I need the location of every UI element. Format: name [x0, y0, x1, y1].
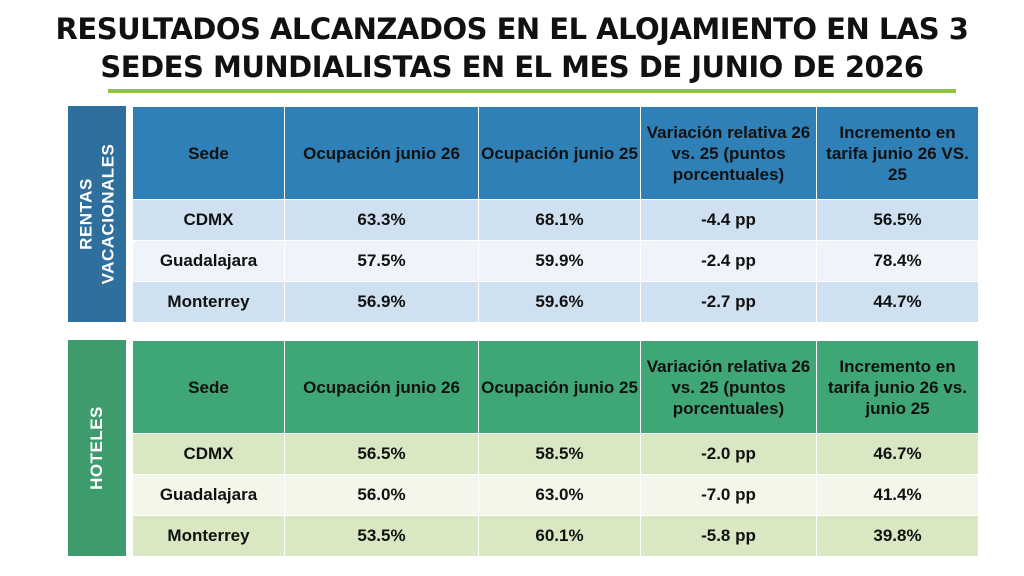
- rentas-header-sede: Sede: [132, 106, 285, 200]
- page-title: RESULTADOS ALCANZADOS EN EL ALOJAMIENTO …: [0, 10, 1024, 86]
- hoteles-side-label: HOTELES: [68, 340, 126, 556]
- rentas-header-ocup25: Ocupación junio 25: [478, 106, 641, 200]
- incremento-cell: 56.5%: [816, 199, 979, 241]
- hoteles-table: Sede Ocupación junio 26 Ocupación junio …: [132, 340, 979, 557]
- ocup26-cell: 63.3%: [284, 199, 479, 241]
- table-row: Monterrey 53.5% 60.1% -5.8 pp 39.8%: [132, 515, 979, 557]
- hoteles-header-sede: Sede: [132, 340, 285, 434]
- sede-cell: Monterrey: [132, 515, 285, 557]
- hoteles-header-row: Sede Ocupación junio 26 Ocupación junio …: [132, 340, 979, 434]
- table-row: Guadalajara 57.5% 59.9% -2.4 pp 78.4%: [132, 240, 979, 282]
- ocup25-cell: 60.1%: [478, 515, 641, 557]
- variacion-cell: -5.8 pp: [640, 515, 817, 557]
- ocup26-cell: 56.5%: [284, 433, 479, 475]
- hoteles-header-ocup26: Ocupación junio 26: [284, 340, 479, 434]
- variacion-cell: -2.0 pp: [640, 433, 817, 475]
- ocup26-cell: 53.5%: [284, 515, 479, 557]
- sede-cell: Monterrey: [132, 281, 285, 323]
- ocup26-cell: 56.9%: [284, 281, 479, 323]
- sede-cell: CDMX: [132, 199, 285, 241]
- variacion-cell: -2.4 pp: [640, 240, 817, 282]
- rentas-side-label: RENTAS VACACIONALES: [68, 106, 126, 322]
- hoteles-side-label-text: HOTELES: [87, 406, 107, 490]
- table-row: CDMX 56.5% 58.5% -2.0 pp 46.7%: [132, 433, 979, 475]
- rentas-header-incremento: Incremento en tarifa junio 26 VS. 25: [816, 106, 979, 200]
- title-divider: [108, 89, 956, 93]
- table-row: Monterrey 56.9% 59.6% -2.7 pp 44.7%: [132, 281, 979, 323]
- hoteles-header-variacion: Variación relativa 26 vs. 25 (puntos por…: [640, 340, 817, 434]
- variacion-cell: -2.7 pp: [640, 281, 817, 323]
- sede-cell: Guadalajara: [132, 474, 285, 516]
- variacion-cell: -4.4 pp: [640, 199, 817, 241]
- rentas-side-label-line1: RENTAS: [76, 178, 95, 250]
- ocup25-cell: 63.0%: [478, 474, 641, 516]
- sede-cell: CDMX: [132, 433, 285, 475]
- ocup25-cell: 58.5%: [478, 433, 641, 475]
- table-row: CDMX 63.3% 68.1% -4.4 pp 56.5%: [132, 199, 979, 241]
- title-line-2: SEDES MUNDIALISTAS EN EL MES DE JUNIO DE…: [100, 50, 924, 84]
- title-line-1: RESULTADOS ALCANZADOS EN EL ALOJAMIENTO …: [55, 12, 969, 46]
- rentas-side-label-line2: VACACIONALES: [98, 143, 117, 285]
- table-row: Guadalajara 56.0% 63.0% -7.0 pp 41.4%: [132, 474, 979, 516]
- incremento-cell: 39.8%: [816, 515, 979, 557]
- incremento-cell: 41.4%: [816, 474, 979, 516]
- rentas-header-row: Sede Ocupación junio 26 Ocupación junio …: [132, 106, 979, 200]
- rentas-header-variacion: Variación relativa 26 vs. 25 (puntos por…: [640, 106, 817, 200]
- incremento-cell: 78.4%: [816, 240, 979, 282]
- rentas-table: Sede Ocupación junio 26 Ocupación junio …: [132, 106, 979, 323]
- ocup25-cell: 59.6%: [478, 281, 641, 323]
- incremento-cell: 46.7%: [816, 433, 979, 475]
- hoteles-header-ocup25: Ocupación junio 25: [478, 340, 641, 434]
- ocup26-cell: 56.0%: [284, 474, 479, 516]
- variacion-cell: -7.0 pp: [640, 474, 817, 516]
- ocup26-cell: 57.5%: [284, 240, 479, 282]
- ocup25-cell: 59.9%: [478, 240, 641, 282]
- sede-cell: Guadalajara: [132, 240, 285, 282]
- incremento-cell: 44.7%: [816, 281, 979, 323]
- ocup25-cell: 68.1%: [478, 199, 641, 241]
- hoteles-header-incremento: Incremento en tarifa junio 26 vs. junio …: [816, 340, 979, 434]
- rentas-header-ocup26: Ocupación junio 26: [284, 106, 479, 200]
